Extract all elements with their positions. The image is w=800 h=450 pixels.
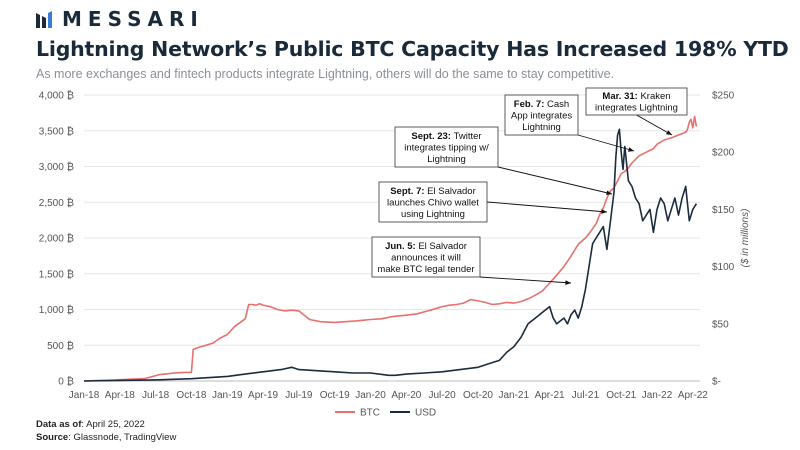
x-tick-label: Jan-19: [212, 390, 243, 401]
annotation-text: launches Chivo wallet: [387, 197, 479, 208]
x-tick-label: Jul-18: [142, 390, 170, 401]
y-left-tick-label: 3,000 ₿: [39, 161, 74, 173]
chart-subtitle: As more exchanges and fintech products i…: [36, 67, 615, 81]
annotation-text: using Lightning: [401, 209, 465, 220]
x-tick-label: Jul-20: [429, 390, 457, 401]
y-left-tick-label: 1,000 ₿: [39, 304, 74, 316]
y-left-tick-label: 3,500 ₿: [39, 125, 74, 137]
annotation-text: make BTC legal tender: [377, 264, 474, 275]
x-tick-label: Oct-21: [606, 390, 636, 401]
annotation-event: Kraken: [640, 91, 670, 102]
annotation-text: Sept. 7: El Salvador: [390, 186, 476, 197]
x-tick-label: Jan-21: [498, 390, 529, 401]
x-tick-label: Apr-22: [678, 390, 708, 401]
y-right-tick-label: $250: [712, 91, 735, 102]
source-value: : Glassnode, TradingView: [68, 432, 177, 443]
data-as-of-value: : April 25, 2022: [81, 419, 145, 430]
y-left-tick-label: 4,000 ₿: [39, 90, 74, 102]
y-right-tick-label: $200: [712, 148, 735, 159]
y-left-tick-label: 1,500 ₿: [39, 268, 74, 280]
annotation-box: [504, 94, 579, 136]
y-left-tick-label: 500 ₿: [47, 340, 74, 352]
legend-usd-label: USD: [415, 408, 436, 419]
annotation-text: announces it will: [391, 252, 461, 263]
x-tick-label: Apr-20: [391, 390, 421, 401]
logo-text: MESSARI: [62, 7, 204, 31]
y-left-tick-label: 0 ₿: [58, 376, 74, 388]
y-right-tick-label: $100: [712, 262, 735, 273]
annotation-arrowhead: [606, 190, 612, 195]
legend-btc-label: BTC: [360, 408, 380, 419]
annotation-arrow: [486, 201, 608, 213]
x-tick-label: Jul-19: [285, 390, 313, 401]
messari-logo-icon: [36, 11, 52, 28]
annotation-arrowhead: [628, 147, 634, 152]
x-tick-label: Jan-18: [69, 390, 100, 401]
annotation-event: Twitter: [454, 131, 482, 142]
source: Source: Glassnode, TradingView: [36, 432, 176, 443]
source-label: Source: [36, 432, 69, 443]
annotation-text: integrates tipping w/: [404, 142, 489, 153]
x-tick-label: Apr-18: [105, 390, 135, 401]
btc-series-line: [83, 115, 698, 382]
annotation-arrow: [497, 166, 613, 195]
annotation-event: El Salvador: [418, 241, 467, 252]
annotation-date: Sept. 23:: [411, 131, 453, 142]
annotation-date: Sept. 7:: [390, 186, 427, 197]
annotation-text: Mar. 31: Kraken: [602, 91, 670, 102]
annotation-text: Feb. 7: Cash: [514, 99, 569, 110]
annotation-box: [585, 87, 688, 116]
annotation-arrow: [479, 276, 572, 284]
x-tick-label: Jan-22: [642, 390, 673, 401]
data-as-of-label: Data as of: [36, 419, 82, 430]
x-tick-label: Apr-21: [535, 390, 565, 401]
annotation-date: Mar. 31:: [602, 91, 640, 102]
annotation-arrow: [636, 114, 673, 136]
y-left-tick-label: 2,000 ₿: [39, 233, 74, 245]
annotation-arrow: [577, 134, 635, 152]
annotation-arrowhead: [666, 130, 672, 135]
y-right-tick-label: $50: [712, 319, 729, 330]
annotation-box: [371, 236, 481, 278]
annotation-text: Lightning: [522, 122, 561, 133]
x-tick-label: Jul-21: [572, 390, 600, 401]
annotation-text: Lightning: [427, 154, 466, 165]
data-as-of: Data as of: April 25, 2022: [36, 419, 145, 430]
x-tick-label: Oct-19: [320, 390, 350, 401]
annotation-date: Feb. 7:: [514, 99, 547, 110]
y-right-tick-label: $150: [712, 205, 735, 216]
annotation-box: [394, 126, 499, 168]
annotation-date: Jun. 5:: [385, 241, 418, 252]
annotation-arrowhead: [601, 209, 607, 214]
x-tick-label: Oct-20: [463, 390, 493, 401]
annotation-event: El Salvador: [427, 186, 476, 197]
annotation-text: App integrates: [511, 110, 573, 121]
x-tick-label: Jan-20: [355, 390, 386, 401]
y-left-tick-label: 2,500 ₿: [39, 197, 74, 209]
x-tick-label: Oct-18: [176, 390, 206, 401]
annotation-box: [378, 181, 488, 223]
y-right-axis-label: ($ in millions): [740, 209, 751, 268]
y-right-tick-label: $-: [712, 377, 721, 388]
annotation-text: integrates Lightning: [595, 103, 678, 114]
messari-logo: MESSARI: [36, 7, 204, 31]
annotation-arrowhead: [565, 280, 571, 285]
usd-series-line: [83, 128, 698, 382]
annotation-text: Sept. 23: Twitter: [411, 131, 481, 142]
annotation-event: Cash: [547, 99, 569, 110]
annotation-text: Jun. 5: El Salvador: [385, 241, 467, 252]
chart-title: Lightning Network’s Public BTC Capacity …: [36, 37, 789, 61]
x-tick-label: Apr-19: [248, 390, 278, 401]
